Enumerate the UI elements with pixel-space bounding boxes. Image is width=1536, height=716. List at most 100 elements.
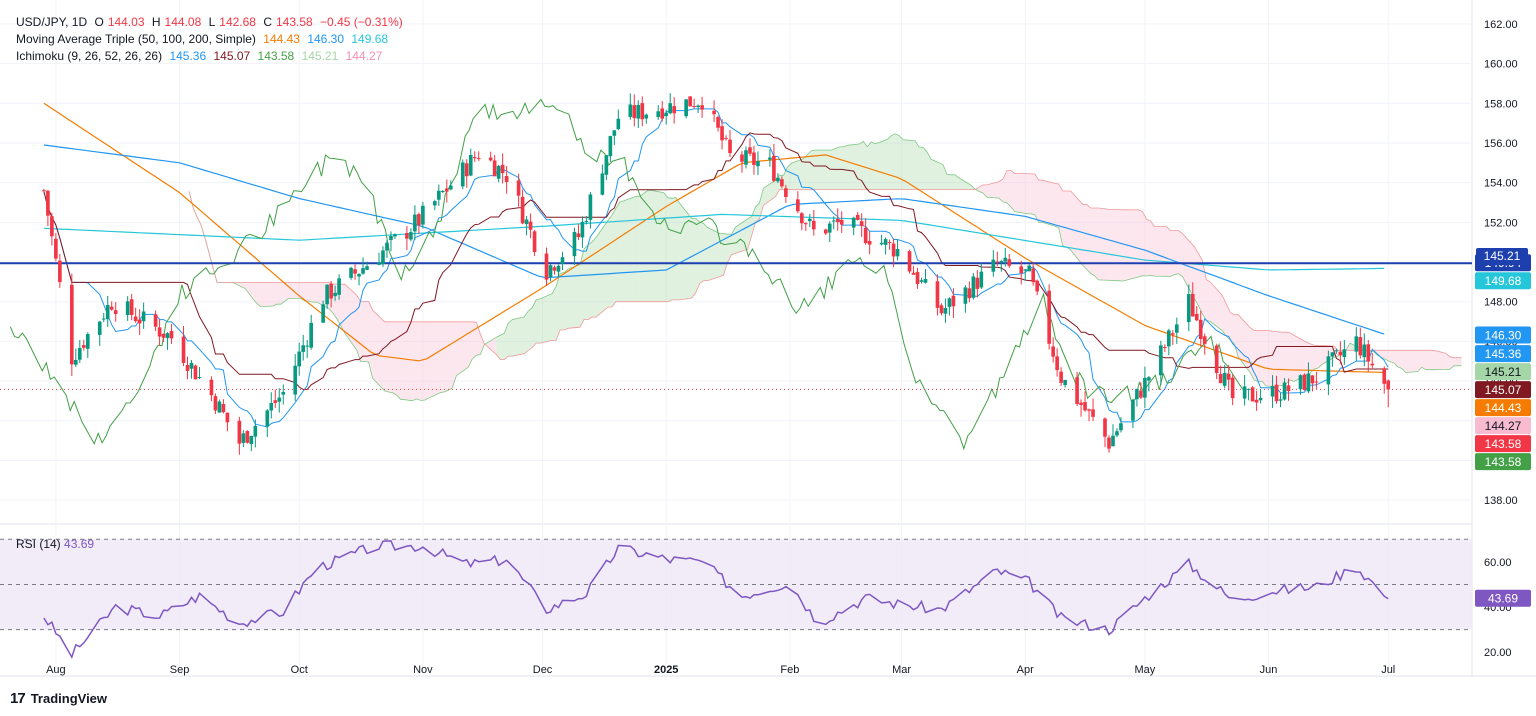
candle-body [772, 155, 776, 181]
cloud-segment [1006, 170, 1011, 207]
base-value: 145.07 [213, 49, 251, 63]
rsi-value: 43.69 [64, 537, 95, 551]
cloud-segment [300, 282, 305, 301]
cloud-segment [607, 215, 612, 308]
tag-conversion-bg [1475, 345, 1531, 363]
y-tick-label: 162.00 [1484, 19, 1518, 31]
x-tick-label: Jul [1381, 664, 1395, 676]
tag-rsi-text: 43.69 [1488, 592, 1518, 606]
cloud-segment [368, 301, 373, 379]
cloud-segment [803, 154, 808, 190]
cloud-segment [923, 147, 928, 190]
ma100-value: 146.30 [307, 32, 345, 46]
cloud-segment [1174, 230, 1179, 275]
candle-body [979, 271, 984, 288]
candle-body [887, 242, 892, 244]
candle-body [377, 262, 381, 265]
candle-body [804, 223, 808, 225]
cloud-segment [899, 135, 904, 190]
cloud-segment [1286, 332, 1291, 384]
cloud-segment [1453, 357, 1458, 366]
candle-body [756, 161, 760, 167]
candle-body [297, 351, 302, 367]
candle-body [1023, 269, 1028, 271]
tag-conversion-text: 145.36 [1485, 347, 1522, 361]
candle-body [1115, 431, 1119, 436]
candle-body [879, 242, 884, 245]
cloud-segment [1118, 209, 1123, 281]
candle-body [440, 190, 445, 192]
tag-ma50-text: 144.43 [1485, 401, 1522, 415]
candle-body [835, 219, 840, 223]
candle-body [811, 220, 816, 230]
ichimoku-legend[interactable]: Ichimoku (9, 26, 52, 26, 26) 145.36 145.… [16, 48, 386, 64]
cloud-segment [959, 177, 971, 190]
cloud-segment [1114, 209, 1119, 281]
candle-body [1342, 349, 1347, 357]
candle-body [50, 216, 54, 237]
cloud-segment [568, 264, 581, 329]
tradingview-logo[interactable]: 17 TradingView [10, 690, 107, 707]
cloud-segment [524, 311, 529, 354]
cloud-segment [807, 150, 812, 190]
cloud-segment [536, 298, 541, 344]
candle-body [161, 333, 166, 338]
cloud-segment [787, 163, 792, 190]
cloud-segment [667, 197, 672, 302]
conversion-value: 145.36 [169, 49, 207, 63]
tag-base-bg [1475, 381, 1531, 399]
candle-body [405, 232, 409, 239]
cloud-segment [1058, 183, 1063, 246]
cloud-segment [1310, 343, 1315, 374]
cloud-segment [1238, 314, 1251, 373]
cloud-segment [452, 321, 457, 388]
ma100-line [43, 144, 1385, 335]
y-tick-label: 154.00 [1484, 178, 1518, 190]
y-tick-label: 158.00 [1484, 98, 1518, 110]
candle-body [245, 431, 250, 443]
cloud-segment [867, 141, 872, 190]
candle-body [1358, 337, 1363, 356]
candle-body [305, 345, 309, 347]
candle-body [1083, 402, 1087, 411]
open-value: 144.03 [107, 15, 145, 29]
candle-body [1190, 294, 1195, 317]
cloud-segment [456, 321, 469, 376]
ma-legend[interactable]: Moving Average Triple (50, 100, 200, Sim… [16, 31, 392, 47]
candle-body [1007, 259, 1012, 266]
cloud-segment [1417, 350, 1422, 372]
candle-body [895, 248, 900, 257]
candle-body [153, 314, 158, 327]
tag-ma50-bg [1475, 399, 1531, 417]
cloud-segment [364, 301, 369, 362]
candle-body [891, 243, 896, 257]
candle-body [105, 305, 110, 320]
ma-label: Moving Average Triple (50, 100, 200, Sim… [16, 32, 256, 46]
cloud-segment [663, 192, 668, 302]
y-tick-label: 160.00 [1484, 59, 1518, 71]
cloud-segment [1401, 350, 1406, 373]
cloud-segment [1421, 350, 1426, 370]
candle-body [947, 298, 952, 307]
cloud-segment [1178, 230, 1183, 277]
low-value: 142.68 [219, 15, 256, 29]
cloud-segment [927, 151, 932, 190]
ichimoku-cloud [189, 133, 1462, 401]
cloud-segment [1066, 191, 1071, 251]
tradingview-logo-icon: 17 [10, 690, 26, 707]
candle-body [807, 218, 812, 222]
cloud-segment [1258, 330, 1263, 382]
candle-body [580, 221, 585, 238]
cloud-segment [532, 299, 537, 348]
rsi-legend[interactable]: RSI (14) 43.69 [16, 537, 94, 551]
candle-body [1167, 330, 1171, 347]
cloud-segment [1138, 209, 1143, 277]
tradingview-logo-text: TradingView [30, 691, 108, 706]
candle-body [1302, 374, 1307, 390]
cloud-segment [1082, 204, 1087, 270]
candle-body [744, 150, 748, 165]
candle-body [1230, 377, 1235, 399]
candle-body [281, 392, 286, 395]
